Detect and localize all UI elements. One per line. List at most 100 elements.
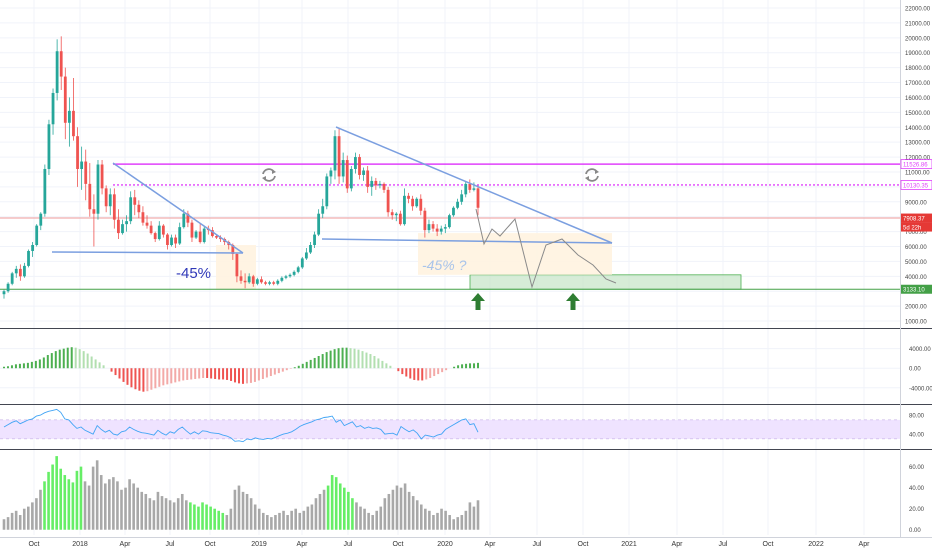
candle-body (142, 212, 145, 222)
candle-body (419, 199, 422, 211)
volume-bar (209, 507, 212, 530)
volume-bar (375, 511, 378, 530)
candle-body (460, 194, 463, 201)
volume-bar (140, 492, 143, 530)
candle-body (252, 276, 255, 283)
candle-body (64, 77, 67, 123)
candle-body (240, 276, 243, 280)
volume-bar (128, 479, 131, 529)
candle-body (11, 273, 14, 283)
candle-body (456, 202, 459, 208)
candle-body (464, 184, 467, 194)
volume-bar (19, 515, 22, 530)
price-tick-label: 17000.00 (905, 81, 931, 87)
candle-body (101, 165, 104, 189)
volume-bar (270, 517, 273, 530)
candle-body (35, 226, 38, 245)
candle-body (248, 276, 251, 282)
candle-body (415, 199, 418, 206)
candle-body (285, 276, 288, 277)
candle-body (23, 266, 26, 276)
candle-body (301, 258, 304, 267)
candle-body (133, 197, 136, 204)
volume-bar (367, 513, 370, 530)
trend-line (52, 252, 243, 253)
volume-bar (136, 488, 139, 530)
volume-bar (31, 502, 34, 529)
candle-body (276, 281, 279, 284)
time-tick-label: Oct (763, 541, 774, 548)
volume-bar (185, 500, 188, 529)
volume-bar (323, 490, 326, 530)
volume-bar (43, 481, 46, 529)
macd-tick-label: 4000.00 (909, 347, 931, 353)
candle-body (448, 215, 451, 227)
candle-body (346, 160, 349, 188)
volume-bar (88, 486, 91, 530)
volume-bar (412, 496, 415, 530)
candle-body (97, 165, 100, 214)
volume-bar (424, 509, 427, 530)
volume-bar (286, 515, 289, 530)
candle-body (158, 226, 161, 239)
volume-bar (298, 513, 301, 530)
candle-body (342, 160, 345, 176)
volume-bar (47, 472, 50, 530)
time-tick-label: Oct (205, 541, 216, 548)
candle-body (268, 282, 271, 283)
volume-bar (400, 488, 403, 530)
rsi-tick-label: 40.00 (909, 433, 925, 439)
volume-bar (440, 509, 443, 530)
candle-body (293, 272, 296, 275)
price-tick-label: 4000.00 (905, 275, 927, 281)
candle-body (452, 208, 455, 215)
volume-bar (331, 475, 334, 530)
candle-body (52, 93, 55, 124)
candle-body (84, 162, 87, 184)
time-tick-label: 2022 (808, 541, 824, 548)
volume-bar (448, 515, 451, 530)
candle-body (19, 269, 22, 276)
volume-bar (254, 504, 257, 529)
volume-bar (234, 490, 237, 530)
price-label-text: 5d 22h (903, 226, 921, 232)
macd-tick-label: -4000.00 (909, 386, 932, 392)
candle-body (395, 214, 398, 215)
volume-bar (96, 460, 99, 529)
candle-body (477, 188, 480, 207)
time-tick-label: 2018 (72, 541, 88, 548)
volume-bar (311, 504, 314, 529)
time-tick-label: Jul (166, 541, 175, 548)
volume-bar (112, 477, 115, 530)
volume-bar (201, 502, 204, 529)
volume-bar (339, 483, 342, 529)
price-tick-label: 22000.00 (905, 7, 931, 13)
volume-bar (302, 511, 305, 530)
volume-bar (436, 513, 439, 530)
time-tick-label: 2021 (621, 541, 637, 548)
volume-bar (266, 515, 269, 530)
candle-body (109, 194, 112, 206)
volume-bar (335, 477, 338, 530)
volume-bar (428, 511, 431, 530)
candle-body (354, 157, 357, 169)
volume-bar (149, 498, 152, 530)
candle-body (68, 111, 71, 123)
volume-bar (290, 511, 293, 530)
candle-body (309, 245, 312, 252)
candle-body (358, 157, 361, 175)
candle-body (468, 184, 471, 190)
candle-body (72, 111, 75, 136)
volume-bar (144, 494, 147, 530)
price-tick-label: 19000.00 (905, 51, 931, 57)
candle-body (92, 209, 95, 213)
volume-bar (307, 507, 310, 530)
price-tick-label: 21000.00 (905, 21, 931, 27)
volume-bar (68, 479, 71, 529)
volume-bar (80, 467, 83, 530)
price-tick-label: 5000.00 (905, 260, 927, 266)
volume-bar (416, 500, 419, 529)
volume-bar (181, 494, 184, 530)
